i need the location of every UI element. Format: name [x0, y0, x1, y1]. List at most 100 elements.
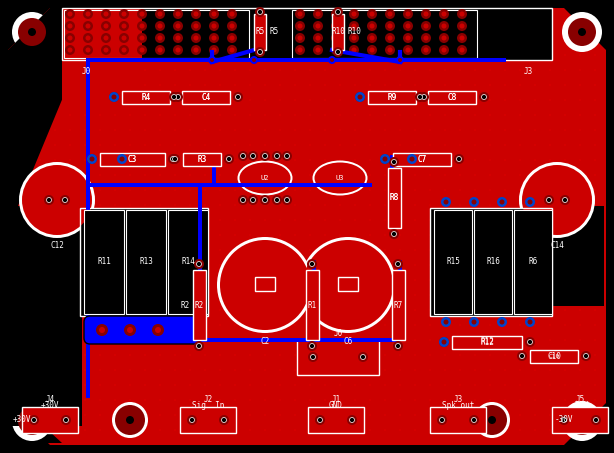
Circle shape — [387, 48, 392, 53]
Circle shape — [440, 418, 445, 423]
Circle shape — [69, 339, 71, 341]
Circle shape — [234, 384, 236, 386]
Circle shape — [144, 69, 146, 71]
Circle shape — [339, 309, 341, 311]
Circle shape — [39, 129, 41, 131]
Circle shape — [249, 339, 251, 341]
Circle shape — [354, 24, 356, 26]
Circle shape — [84, 384, 86, 386]
Circle shape — [349, 33, 359, 43]
Circle shape — [249, 54, 251, 56]
Circle shape — [384, 24, 386, 26]
Circle shape — [174, 324, 176, 326]
Circle shape — [264, 39, 266, 41]
Circle shape — [274, 154, 279, 159]
Bar — [552, 206, 604, 306]
Bar — [306, 270, 319, 340]
Circle shape — [190, 418, 195, 423]
Circle shape — [24, 384, 26, 386]
Circle shape — [489, 324, 491, 326]
Circle shape — [355, 92, 365, 102]
Circle shape — [564, 324, 565, 326]
Circle shape — [369, 324, 371, 326]
Circle shape — [534, 129, 536, 131]
Circle shape — [399, 384, 401, 386]
Circle shape — [579, 249, 581, 251]
Circle shape — [489, 354, 491, 356]
Circle shape — [324, 99, 326, 101]
Circle shape — [443, 199, 448, 204]
Text: R8: R8 — [389, 193, 398, 202]
Circle shape — [384, 354, 386, 356]
Circle shape — [594, 324, 596, 326]
Circle shape — [444, 39, 446, 41]
Circle shape — [313, 21, 323, 31]
Circle shape — [534, 159, 536, 161]
Circle shape — [264, 69, 266, 71]
Circle shape — [279, 234, 281, 236]
Circle shape — [324, 174, 326, 176]
Circle shape — [158, 24, 163, 29]
Text: R7: R7 — [394, 300, 403, 309]
Circle shape — [101, 45, 111, 55]
Circle shape — [282, 151, 292, 161]
Circle shape — [39, 219, 41, 221]
Circle shape — [481, 95, 486, 100]
Circle shape — [204, 279, 206, 281]
Circle shape — [357, 95, 362, 100]
Circle shape — [159, 414, 161, 416]
Bar — [22, 407, 78, 433]
Circle shape — [444, 234, 446, 236]
Circle shape — [405, 11, 411, 16]
Circle shape — [429, 129, 431, 131]
Circle shape — [294, 279, 296, 281]
Circle shape — [369, 129, 371, 131]
Circle shape — [39, 399, 41, 401]
Bar — [474, 210, 512, 314]
Circle shape — [84, 234, 86, 236]
Circle shape — [65, 9, 75, 19]
Circle shape — [459, 429, 460, 431]
Circle shape — [24, 264, 26, 266]
Circle shape — [234, 264, 236, 266]
Circle shape — [369, 189, 371, 191]
Circle shape — [421, 9, 431, 19]
Bar — [552, 407, 608, 433]
Circle shape — [39, 204, 41, 206]
Circle shape — [279, 354, 281, 356]
Circle shape — [234, 24, 236, 26]
Circle shape — [405, 35, 411, 40]
Circle shape — [564, 369, 565, 371]
Circle shape — [112, 95, 117, 100]
Circle shape — [527, 199, 532, 204]
Circle shape — [549, 114, 551, 116]
Circle shape — [279, 339, 281, 341]
Circle shape — [189, 279, 191, 281]
Circle shape — [549, 189, 551, 191]
Circle shape — [249, 189, 251, 191]
Circle shape — [69, 354, 71, 356]
Circle shape — [189, 339, 191, 341]
Circle shape — [234, 114, 236, 116]
Circle shape — [459, 204, 460, 206]
Circle shape — [384, 294, 386, 296]
Text: R3: R3 — [197, 155, 207, 164]
Circle shape — [114, 399, 116, 401]
Circle shape — [414, 429, 416, 431]
Circle shape — [429, 279, 431, 281]
Circle shape — [579, 354, 581, 356]
Circle shape — [159, 234, 161, 236]
Circle shape — [444, 84, 446, 86]
Circle shape — [248, 195, 258, 205]
Circle shape — [139, 11, 144, 16]
Circle shape — [504, 279, 506, 281]
Circle shape — [354, 414, 356, 416]
Circle shape — [114, 414, 116, 416]
Circle shape — [189, 234, 191, 236]
Circle shape — [119, 9, 129, 19]
Circle shape — [317, 418, 322, 423]
Circle shape — [564, 54, 565, 56]
Circle shape — [429, 294, 431, 296]
Circle shape — [354, 354, 356, 356]
Circle shape — [519, 369, 521, 371]
